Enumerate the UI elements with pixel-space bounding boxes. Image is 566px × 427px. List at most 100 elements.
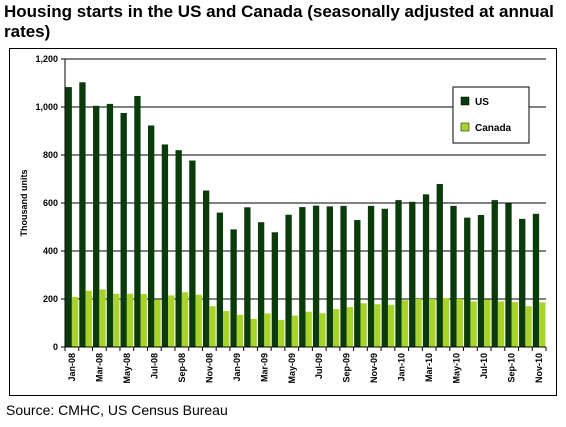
y-axis-label: Thousand units <box>19 170 29 237</box>
bar-canada <box>497 301 505 347</box>
bar-canada <box>113 293 120 347</box>
bar-us <box>491 200 498 347</box>
x-tick-label: Sep-08 <box>177 353 187 383</box>
bar-canada <box>71 297 79 347</box>
bar-canada <box>374 304 381 347</box>
bar-canada <box>387 304 395 347</box>
y-tick-label: 400 <box>43 246 58 256</box>
bar-chart: 0 200 400 600 800 1,000 1,200 Thousand units Jan… <box>19 54 547 384</box>
y-tick-label: 200 <box>43 294 58 304</box>
bar-canada <box>264 313 271 347</box>
bar-us <box>120 113 127 347</box>
x-tick-label: Jan-09 <box>232 353 242 382</box>
bar-canada <box>456 299 463 347</box>
bar-us <box>230 229 237 347</box>
legend-label-us: US <box>475 97 489 108</box>
bar-us <box>257 222 265 347</box>
bar-us <box>79 82 86 347</box>
y-tick-label: 800 <box>43 150 58 160</box>
y-tick-label: 1,200 <box>35 54 58 64</box>
bar-canada <box>360 303 367 347</box>
bar-us <box>409 201 416 347</box>
bar-canada <box>154 299 161 347</box>
bar-us <box>367 205 375 347</box>
source-note: Source: CMHC, US Census Bureau <box>6 402 228 418</box>
bar-canada <box>278 319 285 347</box>
bar-canada <box>332 309 340 347</box>
bar-canada <box>539 302 546 347</box>
bar-canada <box>470 301 477 347</box>
x-tick-label: Nov-08 <box>204 353 214 383</box>
bar-canada <box>346 307 354 347</box>
bar-us <box>148 125 155 347</box>
x-tick-label: Jul-08 <box>149 353 159 379</box>
x-tick-label: Nov-09 <box>369 353 379 383</box>
x-tick-label: Mar-10 <box>424 353 434 382</box>
bar-canada <box>195 294 202 347</box>
bar-us <box>216 212 224 347</box>
bar-canada <box>305 311 312 347</box>
bar-canada <box>209 306 216 347</box>
bar-canada <box>250 318 257 347</box>
bar-us <box>326 206 333 347</box>
bar-canada <box>236 314 244 347</box>
bar-us <box>477 215 485 347</box>
bar-canada <box>85 290 92 347</box>
bar-us <box>395 200 402 347</box>
bar-canada <box>429 299 436 347</box>
bar-us <box>161 144 169 347</box>
y-tick-label: 600 <box>43 198 58 208</box>
x-tick-label: Jan-08 <box>67 353 77 382</box>
x-tick-label: Jul-10 <box>479 353 489 379</box>
legend-swatch-us <box>460 96 470 106</box>
bar-us <box>299 207 306 347</box>
bar-canada <box>401 300 409 347</box>
bar-us <box>134 95 141 348</box>
bar-canada <box>140 293 147 347</box>
x-tick-label: May-10 <box>452 353 462 384</box>
x-tick-label: May-08 <box>122 353 132 384</box>
x-tick-label: Nov-10 <box>534 353 544 383</box>
bar-us <box>450 205 457 347</box>
bar-canada <box>319 313 326 347</box>
chart-frame: 0 200 400 600 800 1,000 1,200 Thousand units Jan… <box>9 48 557 396</box>
bar-canada <box>223 311 230 347</box>
bar-us <box>189 160 196 347</box>
bar-us <box>519 218 526 347</box>
y-tick-label: 0 <box>53 342 58 352</box>
bar-canada <box>99 289 106 347</box>
bar-us <box>312 205 320 347</box>
bar-us <box>422 194 430 347</box>
bar-canada <box>126 293 134 347</box>
bar-canada <box>291 315 299 347</box>
x-tick-label: May-09 <box>287 353 297 384</box>
bar-us <box>381 208 388 347</box>
x-tick-label: Sep-10 <box>507 353 517 383</box>
bar-us <box>106 103 114 347</box>
legend-box <box>452 86 530 144</box>
bar-us <box>285 214 292 347</box>
bar-canada <box>181 292 189 347</box>
bar-canada <box>415 299 422 347</box>
x-tick-label: Jul-09 <box>314 353 324 379</box>
bar-us <box>65 87 72 347</box>
bar-canada <box>525 306 532 347</box>
chart-title: Housing starts in the US and Canada (sea… <box>4 2 554 41</box>
bar-us <box>436 184 443 347</box>
bar-us <box>354 220 361 347</box>
bar-canada <box>484 299 491 347</box>
bar-canada <box>442 298 450 347</box>
bar-us <box>93 105 100 347</box>
x-tick-label: Jan-10 <box>397 353 407 382</box>
bar-us <box>464 217 471 347</box>
y-tick-label: 1,000 <box>35 102 58 112</box>
x-tick-label: Sep-09 <box>342 353 352 383</box>
bar-us <box>505 203 512 347</box>
x-tick-label: Mar-09 <box>259 353 269 382</box>
bar-us <box>202 190 210 347</box>
x-tick-label: Mar-08 <box>94 353 104 382</box>
bar-canada <box>511 302 518 347</box>
bar-canada <box>168 295 175 347</box>
bar-us <box>340 205 347 347</box>
legend-swatch-canada <box>460 122 470 132</box>
